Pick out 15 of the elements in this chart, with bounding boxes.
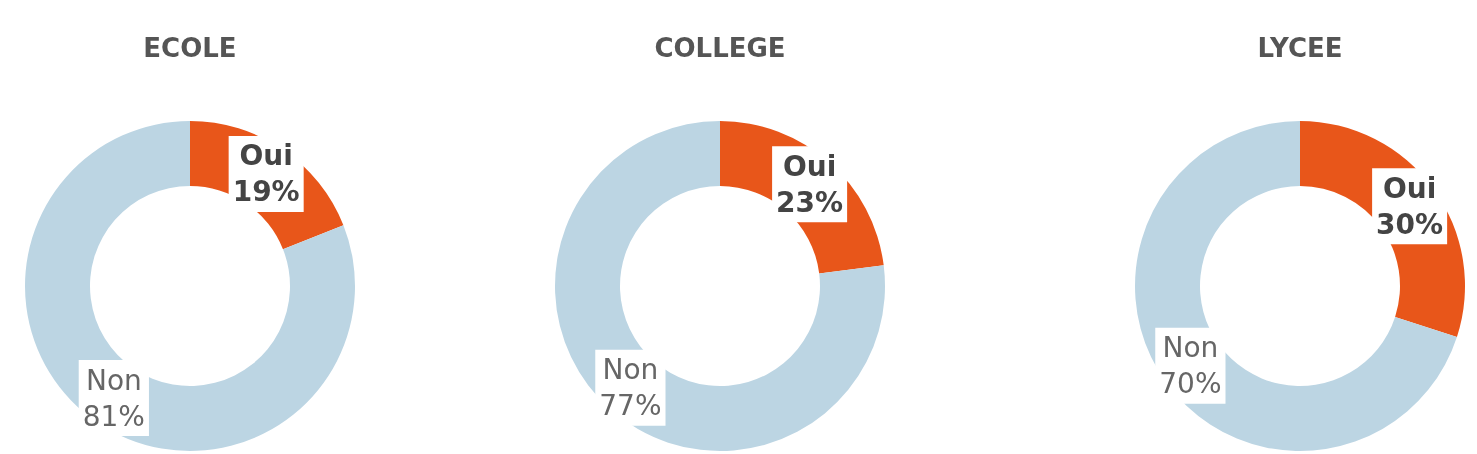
slice-label: Non bbox=[1162, 331, 1219, 365]
data-label: 30% bbox=[1376, 207, 1444, 241]
data-label: 81% bbox=[82, 399, 145, 433]
slice-label: Non bbox=[602, 353, 659, 387]
slice-label: Non bbox=[85, 363, 142, 397]
chart-title: COLLEGE bbox=[654, 33, 786, 63]
data-label: 23% bbox=[776, 185, 844, 219]
slice-label: Oui bbox=[782, 149, 837, 183]
data-label: 70% bbox=[1159, 367, 1222, 401]
slice-label: Oui bbox=[1382, 171, 1437, 205]
chart-title: LYCEE bbox=[1257, 33, 1343, 63]
chart-title: ECOLE bbox=[143, 33, 237, 63]
data-label: 19% bbox=[232, 175, 300, 209]
data-label: 77% bbox=[599, 389, 662, 423]
slice-label: Oui bbox=[239, 139, 293, 173]
